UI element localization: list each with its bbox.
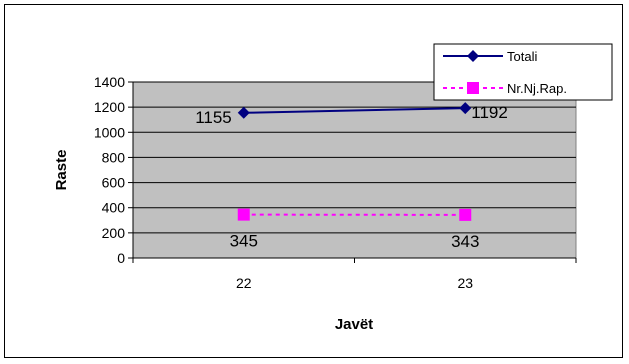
data-label: 345 <box>230 232 258 251</box>
data-point <box>237 106 250 119</box>
data-label: 343 <box>451 232 479 251</box>
legend-box <box>433 43 613 101</box>
data-labels: 1155 1192 345 343 <box>195 103 508 251</box>
data-point <box>459 102 472 115</box>
data-point <box>237 208 250 221</box>
y-axis: 0 200 400 600 800 1000 1200 1400 <box>94 74 134 266</box>
x-axis: 22 23 <box>132 257 577 291</box>
data-label: 1192 <box>471 103 508 122</box>
legend-marker-1 <box>467 82 479 94</box>
x-axis-title: Javët <box>335 316 373 333</box>
y-tick-label: 1200 <box>94 99 125 115</box>
y-tick-label: 800 <box>102 149 126 165</box>
data-point <box>459 208 472 221</box>
y-tick-label: 200 <box>102 225 126 241</box>
y-tick-label: 1000 <box>94 124 125 140</box>
x-tick-label: 22 <box>236 275 252 291</box>
y-tick-label: 1400 <box>94 74 125 90</box>
x-tick-label: 23 <box>457 275 473 291</box>
legend-label: Nr.Nj.Rap. <box>507 81 567 96</box>
legend-marker-0 <box>467 50 479 62</box>
series-layer <box>237 102 472 221</box>
data-label: 1155 <box>195 108 232 127</box>
legend: Totali Nr.Nj.Rap. <box>433 43 613 101</box>
series-line-0 <box>243 107 466 114</box>
legend-label: Totali <box>507 49 537 64</box>
grid-lines <box>133 81 576 234</box>
y-axis-title: Raste <box>53 150 70 191</box>
y-tick-label: 400 <box>102 200 126 216</box>
y-tick-label: 600 <box>102 175 126 191</box>
y-tick-label: 0 <box>117 250 125 266</box>
